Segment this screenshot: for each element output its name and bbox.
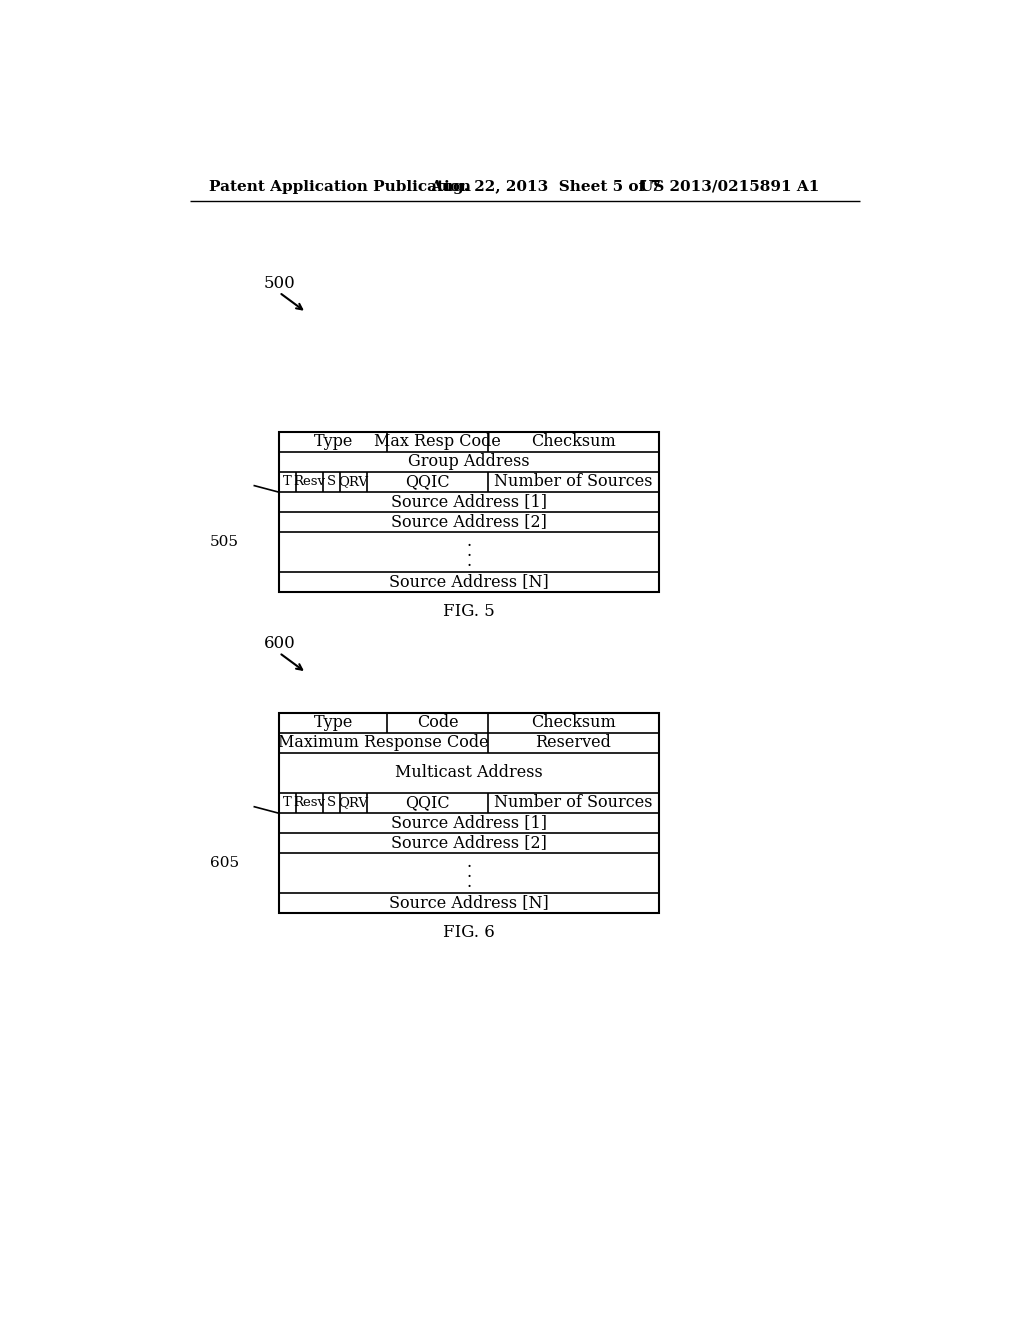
Text: Code: Code <box>417 714 459 731</box>
Text: T: T <box>283 796 292 809</box>
Text: Source Address [2]: Source Address [2] <box>391 513 547 531</box>
Text: Resv: Resv <box>294 475 326 488</box>
Text: QQIC: QQIC <box>406 474 450 490</box>
Text: Resv: Resv <box>294 796 326 809</box>
Text: Patent Application Publication: Patent Application Publication <box>209 180 471 194</box>
Text: Multicast Address: Multicast Address <box>395 764 543 781</box>
Text: 600: 600 <box>263 635 295 652</box>
Text: .: . <box>467 865 472 882</box>
Text: Source Address [1]: Source Address [1] <box>391 494 547 511</box>
Text: Aug. 22, 2013  Sheet 5 of 7: Aug. 22, 2013 Sheet 5 of 7 <box>430 180 662 194</box>
Text: .: . <box>467 854 472 871</box>
Text: .: . <box>467 553 472 570</box>
Text: FIG. 5: FIG. 5 <box>443 603 495 619</box>
Text: Type: Type <box>313 433 353 450</box>
Text: US 2013/0215891 A1: US 2013/0215891 A1 <box>640 180 819 194</box>
Text: Number of Sources: Number of Sources <box>495 795 652 812</box>
Text: QQIC: QQIC <box>406 795 450 812</box>
Text: Checksum: Checksum <box>531 714 615 731</box>
Text: QRV: QRV <box>339 796 369 809</box>
Text: 500: 500 <box>263 275 295 292</box>
Text: Reserved: Reserved <box>536 734 611 751</box>
Text: Max Resp Code: Max Resp Code <box>374 433 501 450</box>
Text: Source Address [1]: Source Address [1] <box>391 814 547 832</box>
Text: Source Address [N]: Source Address [N] <box>389 573 549 590</box>
Bar <box>280 713 658 913</box>
Text: .: . <box>467 544 472 561</box>
Text: Checksum: Checksum <box>531 433 615 450</box>
Text: Type: Type <box>313 714 353 731</box>
Text: S: S <box>327 796 336 809</box>
Text: 605: 605 <box>210 855 239 870</box>
Text: T: T <box>283 475 292 488</box>
Text: Number of Sources: Number of Sources <box>495 474 652 490</box>
Text: Group Address: Group Address <box>409 453 529 470</box>
Text: Maximum Response Code: Maximum Response Code <box>279 734 488 751</box>
Text: FIG. 6: FIG. 6 <box>443 924 495 941</box>
Text: Source Address [N]: Source Address [N] <box>389 895 549 912</box>
Text: .: . <box>467 533 472 550</box>
Text: S: S <box>327 475 336 488</box>
Text: Source Address [2]: Source Address [2] <box>391 834 547 851</box>
Bar <box>280 432 658 591</box>
Text: 505: 505 <box>210 535 239 549</box>
Text: .: . <box>467 874 472 891</box>
Text: QRV: QRV <box>339 475 369 488</box>
